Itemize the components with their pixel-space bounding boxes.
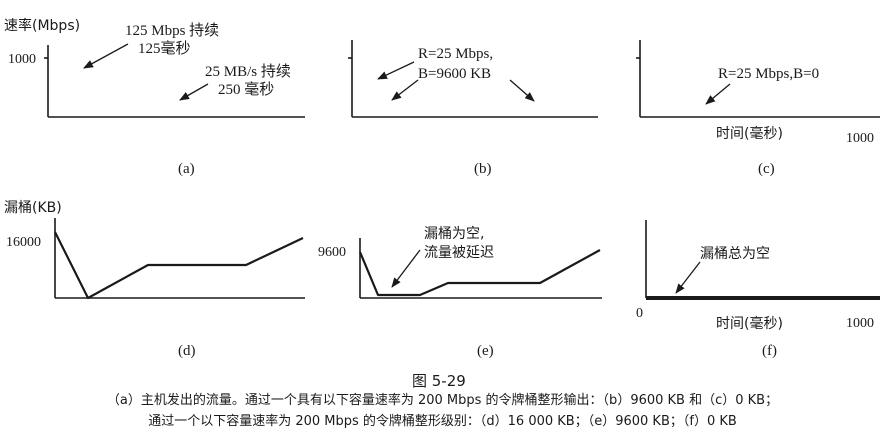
panel-d: 漏桶(KB) 16000 (d) <box>4 200 305 359</box>
panel-c-xlabel: 时间(毫秒) <box>716 125 783 142</box>
panel-e-annotation-2: 流量被延迟 <box>424 245 494 261</box>
panel-b: R=25 Mbps, B=9600 KB (b) <box>348 40 598 177</box>
figure-number: 图 5-29 <box>412 372 466 390</box>
panel-b-annotation-1: R=25 Mbps, <box>418 46 493 62</box>
panel-c-label: (c) <box>758 161 775 177</box>
panel-e-annotation-1: 漏桶为空, <box>424 226 484 242</box>
panel-c: R=25 Mbps,B=0 时间(毫秒) 1000 (c) <box>636 40 880 177</box>
panel-f: 0 漏桶总为空 时间(毫秒) 1000 (f) <box>636 220 880 359</box>
caption-line-1: （a）主机发出的流量。通过一个具有以下容量速率为 200 Mbps 的令牌桶整形… <box>106 393 779 408</box>
panel-f-xtick-end: 1000 <box>846 316 874 331</box>
panel-b-annotation-2: B=9600 KB <box>418 66 491 82</box>
panel-b-arrow-3 <box>509 79 535 102</box>
panel-f-xlabel: 时间(毫秒) <box>716 315 783 332</box>
panel-a-annotation-4: 250 毫秒 <box>218 80 274 98</box>
panel-a-ytick: 1000 <box>8 52 36 67</box>
panel-a-annotation-3: 25 MB/s 持续 <box>205 63 291 80</box>
panel-d-bucket-line <box>54 231 304 300</box>
panel-a-ylabel: 速率(Mbps) <box>4 17 80 34</box>
panel-e: 9600 漏桶为空, 流量被延迟 (e) <box>318 226 602 359</box>
panel-d-ylabel: 漏桶(KB) <box>4 200 62 216</box>
panel-f-label: (f) <box>762 343 777 359</box>
panel-c-annotation-1: R=25 Mbps,B=0 <box>718 66 819 82</box>
panel-e-ytick: 9600 <box>318 245 346 260</box>
panel-a-arrow-1 <box>83 43 129 69</box>
panel-a-label: (a) <box>178 161 195 177</box>
panel-c-arrow-1 <box>705 83 731 105</box>
panel-f-annotation-1: 漏桶总为空 <box>700 246 770 262</box>
panel-a-annotation-1: 125 Mbps 持续 <box>125 22 219 39</box>
panel-d-ytick: 16000 <box>6 235 41 250</box>
caption-line-2: 通过一个以下容量速率为 200 Mbps 的令牌桶整形级别：（d）16 000 … <box>148 414 737 429</box>
panel-a-annotation-2: 125毫秒 <box>138 39 191 57</box>
panel-e-bucket-line <box>358 249 601 297</box>
panel-d-label: (d) <box>178 343 196 359</box>
panel-e-arrow-1 <box>391 249 421 288</box>
panel-f-arrow-1 <box>675 261 701 294</box>
panel-b-label: (b) <box>474 161 492 177</box>
panel-f-ytick: 0 <box>636 306 643 321</box>
panel-b-arrow-1 <box>377 61 415 80</box>
panel-a-arrow-2 <box>179 83 209 101</box>
panel-b-arrow-2 <box>391 79 419 101</box>
panel-c-xtick-end: 1000 <box>846 131 874 146</box>
panel-e-label: (e) <box>477 343 494 359</box>
panel-a: 速率(Mbps) 1000 125 Mbps 持续 125毫秒 25 MB/s … <box>4 17 305 177</box>
